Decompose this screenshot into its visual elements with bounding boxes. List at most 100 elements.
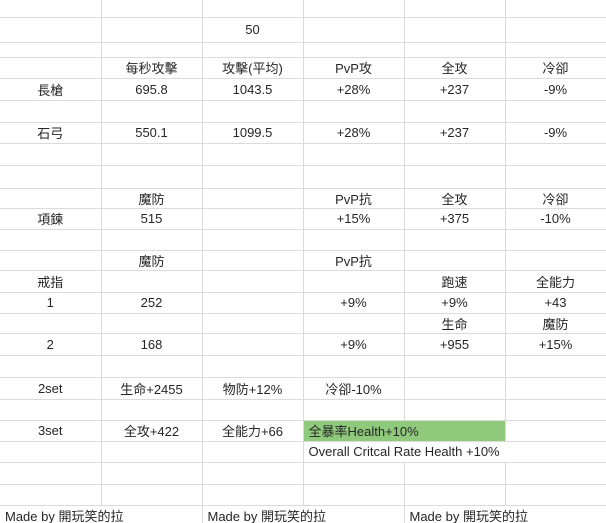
cell-C23[interactable]	[201, 461, 304, 485]
cell-B1[interactable]	[100, 0, 203, 18]
cell-B10[interactable]: 魔防	[100, 187, 203, 209]
cell-D23[interactable]	[302, 461, 405, 485]
cell-C13[interactable]	[201, 249, 304, 271]
cell-F2[interactable]	[504, 16, 606, 43]
cell-D6[interactable]	[302, 99, 405, 123]
cell-B23[interactable]	[100, 461, 203, 485]
cell-C14[interactable]	[201, 269, 304, 293]
cell-D1[interactable]	[302, 0, 405, 18]
cell-B14[interactable]	[100, 269, 203, 293]
cell-F3[interactable]	[504, 41, 606, 58]
cell-E9[interactable]	[403, 164, 506, 189]
cell-A3[interactable]	[0, 41, 102, 58]
cell-F1[interactable]	[504, 0, 606, 18]
cell-D2[interactable]	[302, 16, 405, 43]
cell-C20[interactable]	[201, 398, 304, 421]
cell-E4[interactable]: 全攻	[403, 56, 506, 79]
cell-B4[interactable]: 每秒攻擊	[100, 56, 203, 79]
cell-A17[interactable]: 2	[0, 332, 102, 356]
cell-E14[interactable]: 跑速	[403, 269, 506, 293]
cell-A10[interactable]	[0, 187, 102, 209]
cell-A25[interactable]: Made by 開玩笑的拉	[0, 504, 203, 523]
cell-D20[interactable]	[302, 398, 405, 421]
cell-C2[interactable]: 50	[201, 16, 304, 43]
cell-D7[interactable]: +28%	[302, 121, 405, 144]
cell-D3[interactable]	[302, 41, 405, 58]
cell-F17[interactable]: +15%	[504, 332, 606, 356]
cell-E17[interactable]: +955	[403, 332, 506, 356]
cell-C15[interactable]	[201, 291, 304, 314]
cell-D13[interactable]: PvP抗	[302, 249, 405, 271]
cell-A11[interactable]: 項鍊	[0, 207, 102, 230]
cell-E5[interactable]: +237	[403, 77, 506, 101]
cell-F11[interactable]: -10%	[504, 207, 606, 230]
cell-B6[interactable]	[100, 99, 203, 123]
cell-F9[interactable]	[504, 164, 606, 189]
cell-A1[interactable]	[0, 0, 102, 18]
cell-D18[interactable]	[302, 354, 405, 378]
cell-B3[interactable]	[100, 41, 203, 58]
cell-F13[interactable]	[504, 249, 606, 271]
cell-C21[interactable]: 全能力+66	[201, 419, 304, 442]
cell-E10[interactable]: 全攻	[403, 187, 506, 209]
cell-E23[interactable]	[403, 461, 506, 485]
cell-A15[interactable]: 1	[0, 291, 102, 314]
cell-B19[interactable]: 生命+2455	[100, 376, 203, 400]
cell-F4[interactable]: 冷卻	[504, 56, 606, 79]
cell-E12[interactable]	[403, 228, 506, 251]
cell-D9[interactable]	[302, 164, 405, 189]
cell-C3[interactable]	[201, 41, 304, 58]
cell-C6[interactable]	[201, 99, 304, 123]
cell-C25[interactable]: Made by 開玩笑的拉	[201, 504, 405, 523]
cell-E18[interactable]	[403, 354, 506, 378]
cell-B15[interactable]: 252	[100, 291, 203, 314]
cell-B2[interactable]	[100, 16, 203, 43]
cell-D16[interactable]	[302, 312, 405, 334]
cell-E24[interactable]	[403, 483, 506, 506]
cell-D24[interactable]	[302, 483, 405, 506]
cell-F12[interactable]	[504, 228, 606, 251]
cell-B12[interactable]	[100, 228, 203, 251]
cell-B17[interactable]: 168	[100, 332, 203, 356]
cell-B21[interactable]: 全攻+422	[100, 419, 203, 442]
cell-A24[interactable]	[0, 483, 102, 506]
cell-D10[interactable]: PvP抗	[302, 187, 405, 209]
cell-B8[interactable]	[100, 142, 203, 166]
cell-A12[interactable]	[0, 228, 102, 251]
cell-E2[interactable]	[403, 16, 506, 43]
cell-B24[interactable]	[100, 483, 203, 506]
cell-D11[interactable]: +15%	[302, 207, 405, 230]
cell-C10[interactable]	[201, 187, 304, 209]
cell-D22[interactable]: Overall Critcal Rate Health +10%	[302, 440, 606, 463]
cell-F21[interactable]	[504, 419, 606, 442]
cell-E13[interactable]	[403, 249, 506, 271]
cell-D4[interactable]: PvP攻	[302, 56, 405, 79]
cell-B16[interactable]	[100, 312, 203, 334]
cell-F16[interactable]: 魔防	[504, 312, 606, 334]
cell-E16[interactable]: 生命	[403, 312, 506, 334]
cell-A20[interactable]	[0, 398, 102, 421]
cell-E8[interactable]	[403, 142, 506, 166]
cell-C19[interactable]: 物防+12%	[201, 376, 304, 400]
cell-C24[interactable]	[201, 483, 304, 506]
cell-C22[interactable]	[201, 440, 304, 463]
cell-D14[interactable]	[302, 269, 405, 293]
cell-C12[interactable]	[201, 228, 304, 251]
cell-A13[interactable]	[0, 249, 102, 271]
cell-C1[interactable]	[201, 0, 304, 18]
cell-F23[interactable]	[504, 461, 606, 485]
cell-C16[interactable]	[201, 312, 304, 334]
cell-A2[interactable]	[0, 16, 102, 43]
cell-D5[interactable]: +28%	[302, 77, 405, 101]
cell-F14[interactable]: 全能力	[504, 269, 606, 293]
cell-A18[interactable]	[0, 354, 102, 378]
cell-C17[interactable]	[201, 332, 304, 356]
cell-E19[interactable]	[403, 376, 506, 400]
cell-C9[interactable]	[201, 164, 304, 189]
cell-A9[interactable]	[0, 164, 102, 189]
cell-B18[interactable]	[100, 354, 203, 378]
cell-A8[interactable]	[0, 142, 102, 166]
cell-F24[interactable]	[504, 483, 606, 506]
cell-E7[interactable]: +237	[403, 121, 506, 144]
cell-E3[interactable]	[403, 41, 506, 58]
